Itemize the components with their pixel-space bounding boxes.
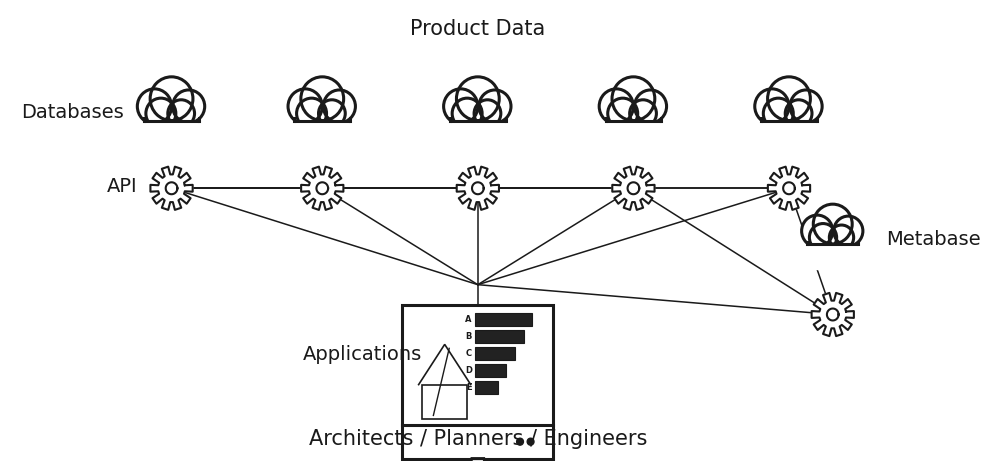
Circle shape	[137, 89, 172, 124]
Polygon shape	[768, 167, 810, 210]
Text: B: B	[466, 332, 472, 341]
Circle shape	[517, 438, 523, 445]
Circle shape	[755, 89, 789, 124]
Circle shape	[297, 98, 327, 129]
Circle shape	[608, 98, 638, 129]
Circle shape	[809, 224, 837, 251]
Circle shape	[768, 77, 810, 121]
Bar	[475, 381, 498, 395]
Text: Product Data: Product Data	[410, 19, 545, 39]
Polygon shape	[166, 182, 177, 194]
Bar	[475, 364, 506, 377]
Circle shape	[763, 98, 793, 129]
Polygon shape	[301, 167, 343, 210]
Text: Applications: Applications	[303, 345, 422, 364]
Polygon shape	[150, 167, 193, 210]
Circle shape	[474, 100, 501, 127]
Polygon shape	[783, 182, 795, 194]
Circle shape	[319, 100, 345, 127]
Circle shape	[173, 90, 205, 123]
Circle shape	[444, 89, 478, 124]
Text: E: E	[466, 383, 472, 392]
Circle shape	[599, 89, 633, 124]
Polygon shape	[472, 182, 484, 194]
Circle shape	[323, 90, 355, 123]
Circle shape	[802, 215, 833, 247]
Circle shape	[479, 90, 511, 123]
Circle shape	[452, 98, 482, 129]
Circle shape	[813, 204, 852, 244]
Text: C: C	[466, 349, 472, 358]
Polygon shape	[461, 459, 494, 462]
Circle shape	[527, 438, 534, 445]
Circle shape	[301, 77, 344, 121]
Circle shape	[612, 77, 655, 121]
Circle shape	[146, 98, 176, 129]
Bar	[761, 121, 817, 148]
Polygon shape	[316, 182, 328, 194]
Circle shape	[834, 216, 863, 246]
Bar	[294, 121, 350, 148]
Bar	[450, 121, 506, 148]
Bar	[807, 244, 858, 269]
Bar	[475, 329, 524, 343]
Polygon shape	[628, 182, 639, 194]
Circle shape	[456, 77, 499, 121]
Text: D: D	[465, 366, 472, 375]
Text: Architects / Planners / Engineers: Architects / Planners / Engineers	[309, 429, 647, 449]
Text: A: A	[465, 315, 472, 324]
Polygon shape	[827, 309, 839, 321]
Bar	[606, 121, 661, 148]
Polygon shape	[612, 167, 655, 210]
Circle shape	[785, 100, 812, 127]
Text: Databases: Databases	[21, 103, 124, 122]
Circle shape	[630, 100, 656, 127]
Circle shape	[634, 90, 667, 123]
Text: API: API	[106, 177, 137, 196]
Circle shape	[168, 100, 195, 127]
Circle shape	[829, 225, 854, 250]
Bar	[475, 346, 515, 360]
Circle shape	[790, 90, 822, 123]
Circle shape	[288, 89, 322, 124]
Bar	[144, 121, 199, 148]
Bar	[422, 385, 467, 419]
Bar	[402, 304, 553, 459]
Bar	[475, 312, 532, 326]
Text: Metabase: Metabase	[886, 231, 981, 249]
Polygon shape	[812, 293, 854, 336]
Circle shape	[150, 77, 193, 121]
Polygon shape	[457, 167, 499, 210]
